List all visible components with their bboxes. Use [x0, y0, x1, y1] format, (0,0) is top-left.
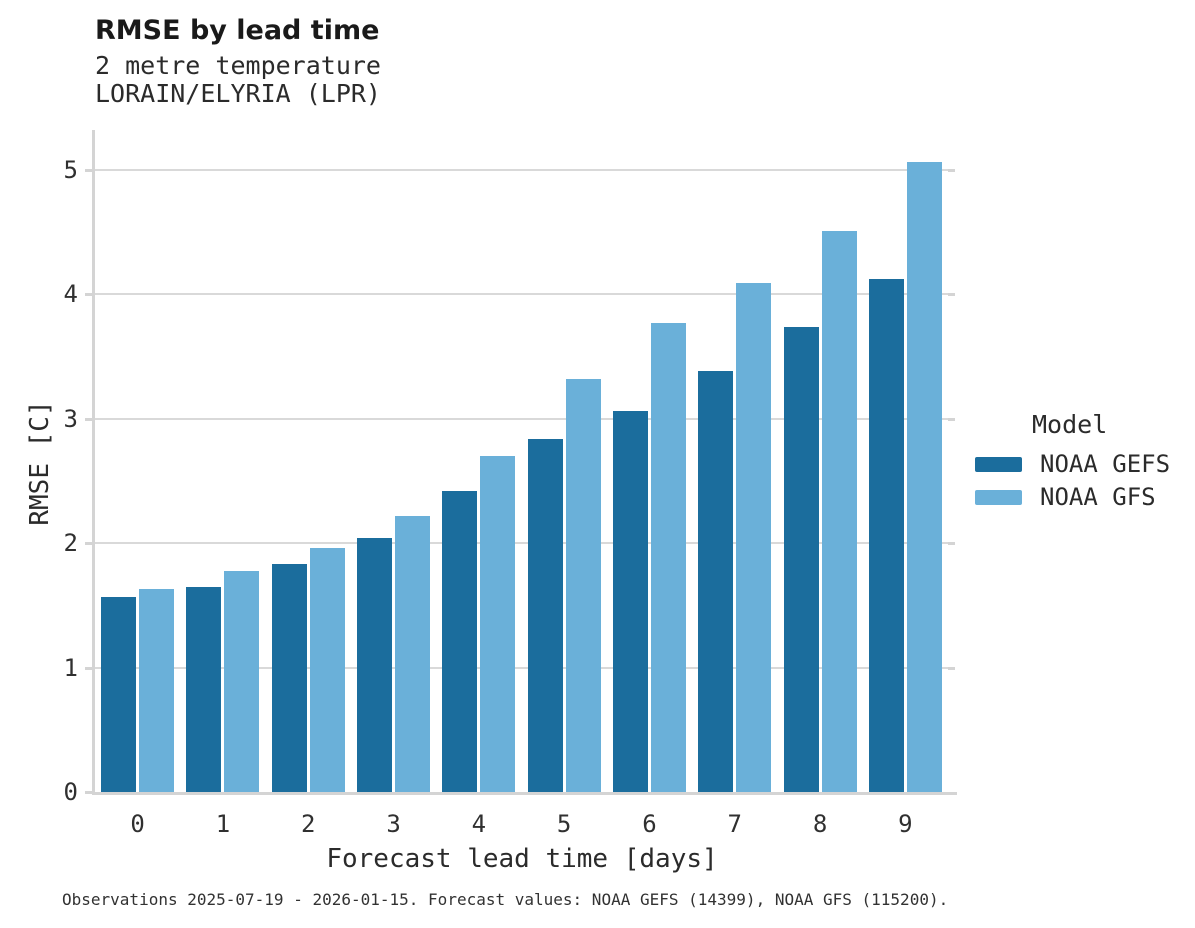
- chart-subtitle-variable: 2 metre temperature: [95, 51, 381, 80]
- y-tick-mark-right-3: [948, 417, 955, 421]
- bar-noaa-gefs-day1: [186, 586, 222, 792]
- x-tick-label-8: 8: [812, 810, 828, 838]
- bar-noaa-gfs-day0: [139, 589, 175, 792]
- gridline-y1: [95, 666, 948, 669]
- x-tick-label-4: 4: [471, 810, 487, 838]
- y-tick-mark-right-4: [948, 293, 955, 297]
- y-tick-label-1: 1: [63, 653, 78, 682]
- gridline-y3: [95, 417, 948, 420]
- y-tick-label-2: 2: [63, 529, 78, 558]
- y-tick-mark-left-3: [85, 417, 92, 421]
- y-tick-mark-right-1: [948, 666, 955, 670]
- bar-noaa-gefs-day8: [783, 326, 819, 792]
- bar-noaa-gefs-day0: [101, 596, 137, 792]
- bar-noaa-gfs-day3: [395, 515, 431, 792]
- legend-entry-gefs: NOAA GEFS: [975, 449, 1170, 479]
- y-tick-label-3: 3: [63, 404, 78, 433]
- x-tick-label-7: 7: [727, 810, 742, 838]
- x-tick-label-1: 1: [215, 810, 231, 838]
- legend-label-gefs: NOAA GEFS: [1040, 450, 1171, 478]
- chart-subtitle-station: LORAIN/ELYRIA (LPR): [95, 79, 381, 108]
- bar-noaa-gfs-day4: [480, 456, 516, 792]
- y-tick-label-5: 5: [63, 155, 78, 184]
- x-tick-label-9: 9: [898, 810, 913, 838]
- chart-title: RMSE by lead time: [95, 15, 380, 46]
- bar-noaa-gefs-day2: [271, 564, 307, 792]
- x-tick-label-3: 3: [386, 810, 401, 838]
- gridline-y2: [95, 542, 948, 545]
- gridline-y5: [95, 168, 948, 171]
- bar-noaa-gfs-day9: [906, 162, 942, 792]
- y-tick-mark-right-2: [948, 542, 955, 546]
- y-tick-mark-left-2: [85, 542, 92, 546]
- x-tick-label-0: 0: [130, 810, 145, 838]
- bar-noaa-gefs-day4: [442, 490, 478, 792]
- y-tick-mark-right-5: [948, 168, 955, 172]
- bar-noaa-gefs-day6: [612, 411, 648, 792]
- bar-noaa-gefs-day3: [357, 538, 393, 792]
- legend-swatch-gfs: [975, 489, 1022, 505]
- x-axis-spine: [92, 792, 957, 795]
- y-tick-label-0: 0: [63, 778, 78, 806]
- legend-label-gfs: NOAA GFS: [1040, 483, 1156, 511]
- x-tick-label-2: 2: [301, 810, 316, 838]
- footer-note: Observations 2025-07-19 - 2026-01-15. Fo…: [62, 890, 949, 909]
- bar-noaa-gfs-day8: [821, 230, 857, 792]
- x-tick-label-6: 6: [642, 810, 657, 838]
- bar-noaa-gfs-day2: [309, 548, 345, 792]
- x-tick-label-5: 5: [556, 810, 572, 838]
- y-tick-mark-left-0: [85, 791, 92, 794]
- legend-title: Model: [1032, 410, 1108, 439]
- y-tick-mark-left-4: [85, 293, 92, 297]
- gridline-y4: [95, 293, 948, 296]
- legend-entry-gfs: NOAA GFS: [975, 482, 1156, 512]
- bar-noaa-gfs-day1: [224, 570, 260, 792]
- x-axis-label: Forecast lead time [days]: [326, 844, 718, 874]
- bar-noaa-gefs-day5: [527, 438, 563, 792]
- legend-swatch-gefs: [975, 456, 1022, 472]
- y-tick-label-4: 4: [63, 280, 78, 309]
- bar-noaa-gfs-day5: [565, 378, 601, 792]
- y-tick-mark-left-5: [85, 168, 92, 172]
- y-tick-mark-left-1: [85, 666, 92, 670]
- plot-area: [95, 130, 948, 792]
- bar-noaa-gefs-day9: [868, 279, 904, 792]
- bar-noaa-gefs-day7: [698, 371, 734, 792]
- y-axis-spine: [92, 130, 95, 795]
- bar-noaa-gfs-day6: [650, 322, 686, 792]
- bar-noaa-gfs-day7: [736, 283, 772, 792]
